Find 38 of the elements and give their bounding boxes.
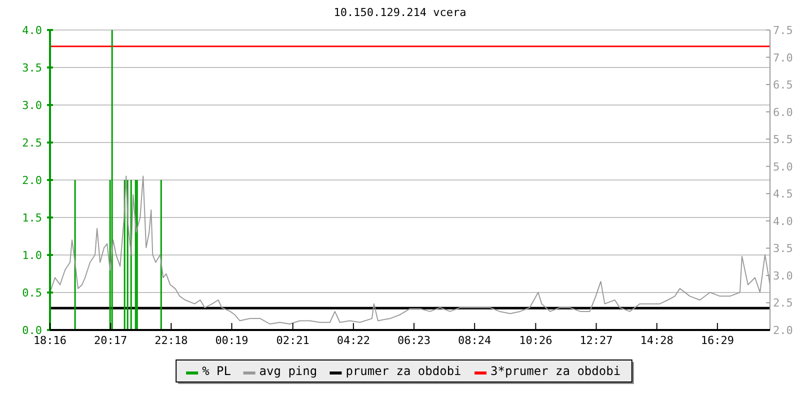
x-tick-label: 16:29 [700, 334, 734, 347]
y-tick-label: 0.5 [22, 286, 42, 300]
x-tick-label: 04:22 [336, 334, 370, 347]
y2-tick-label: 2.5 [773, 296, 793, 310]
x-tick-label: 06:23 [397, 334, 431, 347]
y2-tick-label: 3.5 [773, 242, 793, 256]
y-tick-label: 3.0 [22, 99, 42, 112]
x-tick-label: 18:16 [33, 334, 67, 347]
y-tick-label: 2.5 [22, 136, 42, 150]
y2-tick-label: 6.5 [773, 78, 793, 92]
y2-tick-label: 5.5 [773, 133, 793, 146]
x-tick-label: 00:19 [215, 334, 248, 347]
legend-label: prumer za obdobi [346, 364, 462, 378]
y-tick-label: 1.5 [22, 212, 42, 224]
y2-tick-label: 5.0 [773, 160, 793, 174]
y-tick-label: 1.0 [22, 249, 42, 262]
y-tick-label: 4.0 [22, 24, 42, 37]
y2-tick-label: 7.5 [773, 24, 793, 37]
y-tick-label: 2.0 [22, 174, 42, 187]
x-tick-label: 12:27 [580, 334, 613, 347]
y2-tick-label: 7.0 [773, 51, 793, 64]
x-tick-label: 10:26 [519, 334, 552, 347]
y2-tick-label: 3.0 [773, 269, 793, 282]
legend-label: % PL [202, 364, 232, 378]
x-tick-label: 02:21 [276, 334, 310, 347]
x-tick-label: 20:17 [94, 334, 128, 347]
y2-tick-label: 4.0 [773, 214, 793, 228]
chart-title: 10.150.129.214 vcera [334, 6, 466, 19]
y2-tick-label: 2.0 [773, 324, 793, 337]
x-tick-label: 08:24 [458, 334, 492, 347]
y2-tick-label: 6.0 [773, 106, 793, 119]
x-tick-label: 22:18 [154, 334, 188, 347]
y2-tick-label: 4.5 [773, 188, 793, 201]
y-tick-label: 0.0 [22, 324, 42, 337]
y-tick-label: 3.5 [22, 62, 42, 74]
x-tick-label: 14:28 [640, 334, 674, 347]
legend-label: avg ping [259, 364, 318, 378]
legend-label: 3*prumer za obdobi [490, 364, 621, 378]
